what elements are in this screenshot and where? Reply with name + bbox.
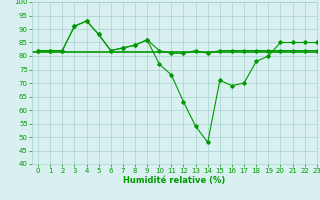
X-axis label: Humidité relative (%): Humidité relative (%) — [123, 176, 226, 185]
